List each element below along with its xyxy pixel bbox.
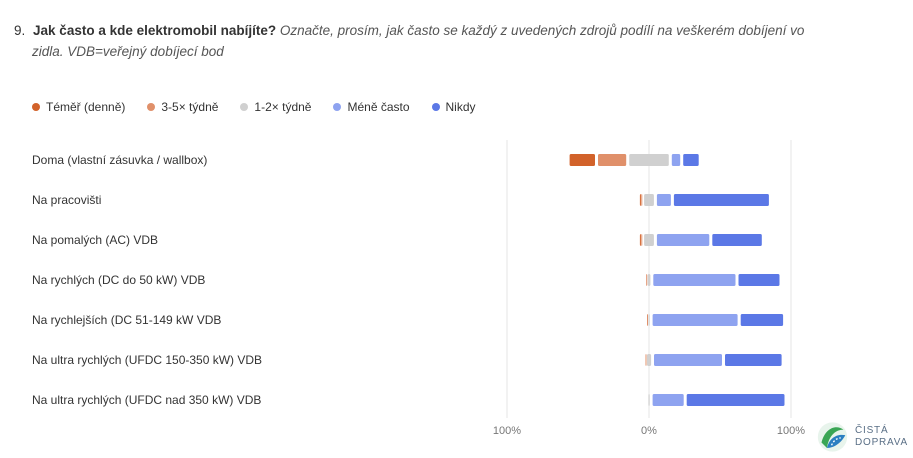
bar-segment-less [653, 274, 736, 286]
legend-item-3: Méně často [333, 100, 410, 114]
bar-segment-one-two [648, 314, 650, 326]
legend-item-1: 3-5× týdně [147, 100, 218, 114]
question-title: Jak často a kde elektromobil nabíjíte? [33, 23, 277, 38]
bar-segment-three-five [641, 194, 643, 206]
category-label: Na rychlejších (DC 51-149 kW VDB [32, 313, 221, 327]
bar-segment-less [654, 354, 722, 366]
logo-icon [817, 422, 848, 452]
legend-swatch-1 [147, 103, 156, 111]
legend-swatch-3 [333, 103, 342, 111]
bar-segment-less [652, 394, 684, 406]
bar-segment-one-two [644, 234, 654, 246]
legend-item-2: 1-2× týdně [240, 100, 311, 114]
bar-segment-daily [639, 234, 641, 246]
category-label: Na ultra rychlých (UFDC 150-350 kW) VDB [32, 353, 262, 367]
category-label: Doma (vlastní zásuvka / wallbox) [32, 153, 207, 167]
x-tick-label-1: 0% [641, 425, 657, 437]
legend-label-1: 3-5× týdně [161, 100, 219, 114]
category-label: Na pomalých (AC) VDB [32, 233, 158, 247]
category-label: Na pracovišti [32, 193, 101, 207]
bar-segment-never [725, 354, 782, 366]
bar-segment-daily [639, 194, 641, 206]
bar-segment-one-two [647, 274, 651, 286]
bar-segment-one-two [644, 194, 654, 206]
legend-label-0: Téměř (denně) [46, 100, 126, 114]
bar-segment-three-five [645, 354, 647, 366]
category-label: Na rychlých (DC do 50 kW) VDB [32, 273, 205, 287]
bar-segment-one-two [647, 354, 652, 366]
logo-text-line2: DOPRAVA [854, 437, 908, 448]
legend-label-2: 1-2× týdně [254, 100, 312, 114]
x-tick-label-0: 100% [493, 425, 521, 437]
bar-segment-three-five [641, 234, 643, 246]
bar-segment-never [738, 274, 780, 286]
bar-segment-never [683, 154, 699, 166]
bar-segment-daily [569, 154, 595, 166]
bar-segment-never [673, 194, 769, 206]
question-heading: 9. Jak často a kde elektromobil nabíjíte… [14, 20, 834, 62]
legend-swatch-2 [240, 103, 249, 111]
bar-segment-less [671, 154, 681, 166]
bar-segment-less [656, 194, 671, 206]
category-label: Na ultra rychlých (UFDC nad 350 kW) VDB [32, 393, 261, 407]
question-number: 9. [14, 23, 26, 38]
x-tick-label-2: 100% [777, 425, 805, 437]
bar-segment-never [686, 394, 785, 406]
legend-swatch-0 [32, 103, 40, 111]
question-instruction-continued: zidla. VDB=veřejný dobíjecí bod [32, 44, 224, 59]
bar-segment-three-five [646, 274, 648, 286]
cista-doprava-logo: ČISTÁ DOPRAVA [816, 420, 908, 454]
logo-text-line1: ČISTÁ [854, 425, 889, 436]
bar-segment-three-five [598, 154, 627, 166]
bar-segment-less [652, 314, 738, 326]
bar-segment-less [656, 234, 710, 246]
legend-item-4: Nikdy [431, 100, 476, 114]
bar-segment-three-five [647, 314, 648, 326]
legend-item-0: Téměř (denně) [32, 100, 125, 114]
bar-segment-one-two [629, 154, 669, 166]
legend-swatch-4 [431, 103, 440, 111]
legend-label-4: Nikdy [445, 100, 476, 114]
question-instruction: Označte, prosím, jak často se každý z uv… [279, 23, 805, 38]
bar-segment-never [740, 314, 784, 326]
bar-segment-one-two [648, 394, 650, 406]
chart-legend: Téměř (denně) 3-5× týdně 1-2× týdně Méně ča… [32, 100, 498, 114]
legend-label-3: Méně často [347, 100, 410, 114]
bar-segment-never [712, 234, 762, 246]
